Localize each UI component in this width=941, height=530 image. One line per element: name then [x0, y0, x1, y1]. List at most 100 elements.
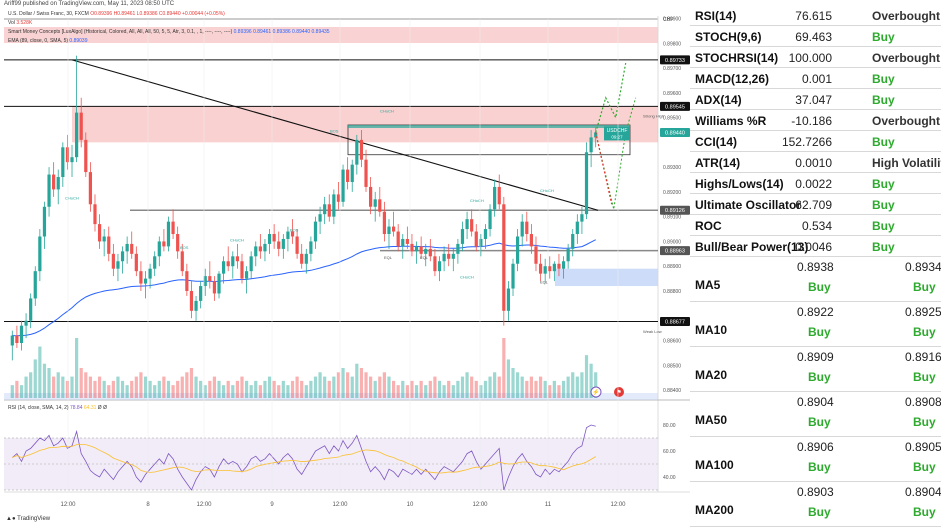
- indicator-name: ATR(14): [695, 156, 741, 170]
- candle-body: [267, 234, 272, 244]
- indicator-value: 100.000: [788, 51, 832, 65]
- indicator-name: ADX(14): [695, 93, 742, 107]
- volume-bar: [529, 376, 533, 398]
- candle-body: [300, 253, 304, 264]
- alt-projection: [595, 97, 637, 210]
- smc-label-3: BOS: [290, 228, 299, 233]
- volume-bar: [61, 376, 65, 398]
- indicator-value: 69.463: [795, 30, 832, 44]
- rsi-ma-value: 64.31: [83, 405, 97, 411]
- weak-low-label: Weak Low: [643, 329, 662, 334]
- volume-bar: [102, 380, 106, 398]
- rsi-tick-label: 80.00: [663, 423, 676, 429]
- volume-bar: [281, 380, 285, 398]
- candle-body: [419, 246, 423, 254]
- price-chart[interactable]: CHoCH CHoCH BOS BOS BOS CHoCH CHoCH CHoCH CHoCH E…: [0, 0, 690, 530]
- volume-bar: [405, 385, 409, 398]
- volume-bar: [566, 376, 570, 398]
- ma-name: MA100: [695, 458, 734, 472]
- indicator-name: Bull/Bear Power(13): [695, 240, 809, 254]
- symbol-tag-bg: [604, 126, 630, 141]
- moving-average-row: MA50 0.8904 0.8908 Buy Buy: [690, 392, 941, 437]
- candle-body: [139, 271, 143, 284]
- volume-bar: [97, 376, 102, 398]
- candle-body: [107, 236, 111, 254]
- candle-body: [88, 172, 92, 205]
- moving-average-row: MA5 0.8938 0.8934 Buy Buy: [690, 257, 941, 302]
- volume-bar: [433, 376, 437, 398]
- volume-bar: [88, 376, 92, 398]
- volume-bar: [516, 372, 520, 398]
- supply-order-block: [72, 106, 658, 143]
- candle-body: [38, 236, 42, 272]
- candle-body: [208, 276, 212, 282]
- volume-bar: [336, 372, 341, 398]
- candle-body: [171, 221, 175, 235]
- x-tick-label: 12:00: [196, 502, 212, 508]
- tradingview-logo: ▲● TradingView: [6, 516, 50, 522]
- rsi-tick-label: 60.00: [663, 449, 676, 455]
- indicator-name: Ultimate Oscillator: [695, 198, 802, 212]
- indicator-action: Buy: [872, 135, 895, 149]
- chart-area[interactable]: CHoCH CHoCH BOS BOS BOS CHoCH CHoCH CHoCH CHoCH E…: [0, 0, 690, 530]
- candle-body: [70, 157, 74, 163]
- candle-body: [387, 226, 391, 235]
- candle-body: [575, 221, 579, 235]
- volume-bar: [286, 385, 290, 398]
- candle-body: [327, 204, 331, 217]
- candle-body: [456, 243, 460, 254]
- volume-bar: [378, 376, 382, 398]
- candle-body: [566, 248, 570, 262]
- y-tick-label: 0.88900: [663, 264, 681, 270]
- moving-average-row: MA200 0.8903 0.8904 Buy Buy: [690, 482, 941, 527]
- indicator-action: Buy: [872, 240, 895, 254]
- candle-body: [157, 241, 161, 257]
- volume-bar: [231, 385, 235, 398]
- y-tick-label: 0.88400: [663, 388, 681, 394]
- candle-body: [176, 234, 180, 252]
- indicator-row: ROC 0.534 Buy: [690, 215, 941, 236]
- price-tag-bg: [660, 55, 690, 65]
- candle-body: [286, 231, 290, 239]
- x-tick-label: 12:00: [610, 502, 626, 508]
- volume-label: Vol: [8, 20, 15, 26]
- price-tag-bg: [660, 205, 690, 215]
- candle-body: [410, 243, 414, 252]
- y-tick-label: 0.89100: [663, 215, 681, 221]
- indicator-row: Bull/Bear Power(13) 0.0046 Buy: [690, 236, 941, 257]
- candle-body: [479, 238, 483, 247]
- volume-bar: [456, 380, 460, 398]
- volume-bar: [323, 376, 327, 398]
- price-tag-label: 0.88677: [665, 319, 685, 325]
- volume-legend: Vol 3.528K: [8, 20, 32, 26]
- indicator-action: Buy: [872, 219, 895, 233]
- volume-bar: [387, 376, 391, 398]
- ma-simple-value: 0.8906: [797, 440, 834, 454]
- candle-body: [29, 298, 33, 321]
- volume-value: 3.528K: [16, 20, 33, 26]
- volume-bar: [263, 380, 267, 398]
- ma-simple-action: Buy: [808, 415, 831, 429]
- indicator-value: 62.709: [795, 198, 832, 212]
- volume-bar: [295, 376, 299, 398]
- price-tag-bg: [660, 246, 690, 256]
- indicator-name: STOCH(9,6): [695, 30, 762, 44]
- candle-body: [543, 266, 547, 274]
- y-tick-label: 0.89500: [663, 116, 681, 122]
- candle-body: [226, 261, 230, 267]
- indicator-name: RSI(14): [695, 9, 737, 23]
- candle-body: [56, 177, 60, 190]
- y-tick-label: 0.89200: [663, 190, 681, 196]
- volume-bar: [194, 376, 198, 398]
- ma-simple-action: Buy: [808, 325, 831, 339]
- symbol-values: O0.89396 H0.89461 L0.89386 C0.89440 +0.0…: [90, 11, 225, 17]
- candle-body: [258, 246, 262, 252]
- y-tick-label: 0.89800: [663, 41, 681, 47]
- volume-bar: [327, 380, 331, 398]
- volume-bar: [38, 346, 42, 398]
- indicator-name: CCI(14): [695, 135, 738, 149]
- volume-bar: [341, 368, 345, 398]
- volume-bar: [134, 376, 138, 398]
- eql-label-0: EQL: [384, 255, 393, 260]
- ma-exp-action: Buy: [913, 460, 936, 474]
